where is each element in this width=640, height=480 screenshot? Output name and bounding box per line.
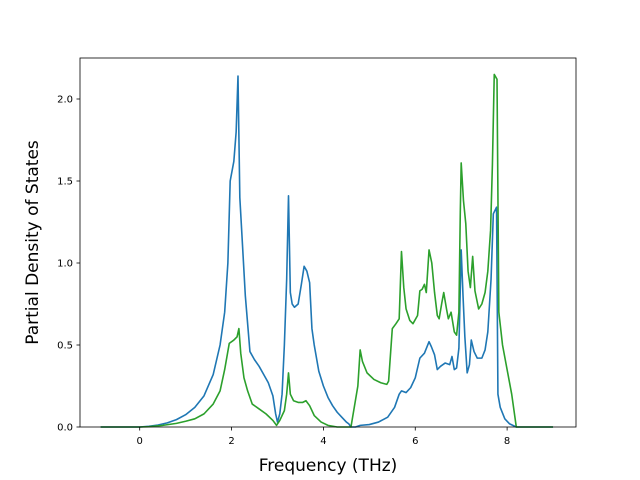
y-axis-ticks: 0.0 0.5 1.0 1.5 2.0 [57, 95, 80, 434]
y-tick-label: 0.0 [57, 423, 73, 434]
y-tick-label: 1.5 [57, 177, 73, 188]
series-line-2 [100, 73, 554, 428]
x-tick-label: 4 [320, 436, 326, 447]
y-axis-label: Partial Density of States [23, 140, 43, 345]
y-tick-label: 2.0 [57, 95, 73, 106]
x-tick-label: 6 [412, 436, 418, 447]
x-tick-label: 0 [137, 436, 143, 447]
x-axis-label: Frequency (THz) [259, 456, 398, 476]
series-layer [100, 73, 554, 428]
series-line-1 [100, 75, 554, 428]
y-tick-label: 0.5 [57, 341, 73, 352]
x-axis-ticks: 0 2 4 6 8 [137, 427, 510, 447]
axes-frame [79, 57, 577, 428]
x-tick-label: 8 [504, 436, 510, 447]
x-tick-label: 2 [228, 436, 234, 447]
y-tick-label: 1.0 [57, 259, 73, 270]
